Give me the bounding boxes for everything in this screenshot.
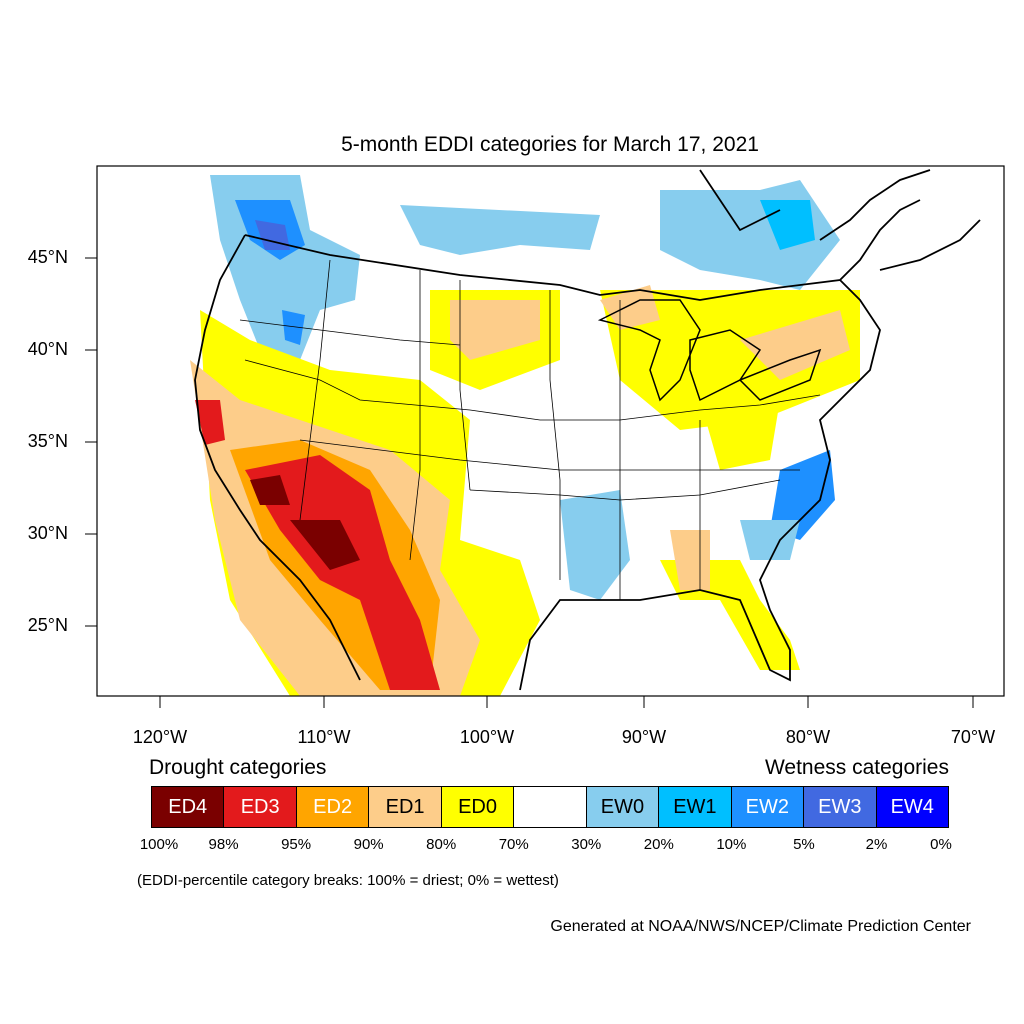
wet-region-northwest-extreme — [255, 220, 290, 250]
percentile-label: 98% — [208, 836, 239, 853]
y-tick-marks — [85, 257, 97, 627]
y-tick-label-35n: 35°N — [27, 431, 68, 451]
us-outline — [194, 199, 921, 691]
dry-region-west-ed3 — [245, 455, 440, 690]
percentile-label: 30% — [571, 836, 602, 853]
percentile-label: 20% — [643, 836, 674, 853]
x-tick-label-80w: 80°W — [785, 727, 831, 747]
category-legend: ED4 ED3 ED2 ED1 ED0 EW0 EW1 EW2 EW3 EW4 — [151, 786, 949, 828]
credit-line: Generated at NOAA/NWS/NCEP/Climate Predi… — [550, 918, 971, 935]
category-note: (EDDI-percentile category breaks: 100% =… — [137, 872, 559, 889]
x-tick-label-70w: 70°W — [950, 727, 996, 747]
percentile-label: 100% — [139, 836, 179, 853]
wetness-categories-heading: Wetness categories — [764, 756, 949, 779]
plot-frame — [96, 165, 1005, 697]
legend-swatch-ew0: EW0 — [586, 787, 660, 827]
x-tick-label-120w: 120°W — [132, 727, 188, 747]
percentile-label: 10% — [716, 836, 747, 853]
dry-region-ohio-valley — [700, 400, 780, 470]
wet-region-carolinas-light — [740, 520, 800, 560]
y-tick-label-25n: 25°N — [27, 615, 68, 635]
great-lakes — [597, 299, 822, 402]
map-fill-layer — [190, 175, 860, 696]
legend-swatch-ed0: ED0 — [441, 787, 515, 827]
wet-region-carolinas — [770, 450, 835, 540]
map-title: 5-month EDDI categories for March 17, 20… — [341, 133, 759, 156]
dry-region-dakotas-ed1 — [450, 300, 540, 360]
legend-swatch-ew4: EW4 — [876, 787, 948, 827]
percentile-label: 5% — [793, 836, 815, 853]
dry-region-great-lakes-ed1 — [600, 285, 850, 380]
percentile-label: 2% — [865, 836, 888, 853]
percentile-label: 70% — [498, 836, 529, 853]
wet-region-north-plains — [400, 205, 600, 255]
y-tick-label-40n: 40°N — [27, 339, 68, 359]
dry-region-west-ed4 — [250, 475, 360, 570]
state-borders — [239, 259, 821, 600]
legend-swatch-ed4: ED4 — [152, 787, 225, 827]
dry-region-california-ed3 — [195, 400, 225, 445]
y-tick-label-45n: 45°N — [27, 247, 68, 267]
canada-coastline — [699, 169, 981, 271]
percentile-label: 95% — [281, 836, 312, 853]
y-tick-label-30n: 30°N — [27, 523, 68, 543]
x-tick-label-100w: 100°W — [459, 727, 515, 747]
legend-swatch-ew1: EW1 — [659, 787, 732, 827]
percentile-label: 90% — [353, 836, 384, 853]
legend-swatch-neutral — [514, 787, 587, 827]
percentile-label: 80% — [426, 836, 457, 853]
legend-swatch-ew3: EW3 — [804, 787, 877, 827]
legend-swatch-ed1: ED1 — [369, 787, 442, 827]
wet-region-arkansas — [560, 490, 630, 600]
drought-categories-heading: Drought categories — [149, 756, 327, 779]
legend-swatch-ed2: ED2 — [296, 787, 370, 827]
legend-swatch-ew2: EW2 — [731, 787, 805, 827]
x-tick-label-110w: 110°W — [297, 727, 351, 747]
x-tick-marks — [159, 696, 974, 708]
legend-swatch-ed3: ED3 — [224, 787, 297, 827]
percentile-label: 0% — [930, 836, 952, 853]
wet-region-idaho — [282, 310, 305, 345]
x-tick-label-90w: 90°W — [621, 727, 667, 747]
